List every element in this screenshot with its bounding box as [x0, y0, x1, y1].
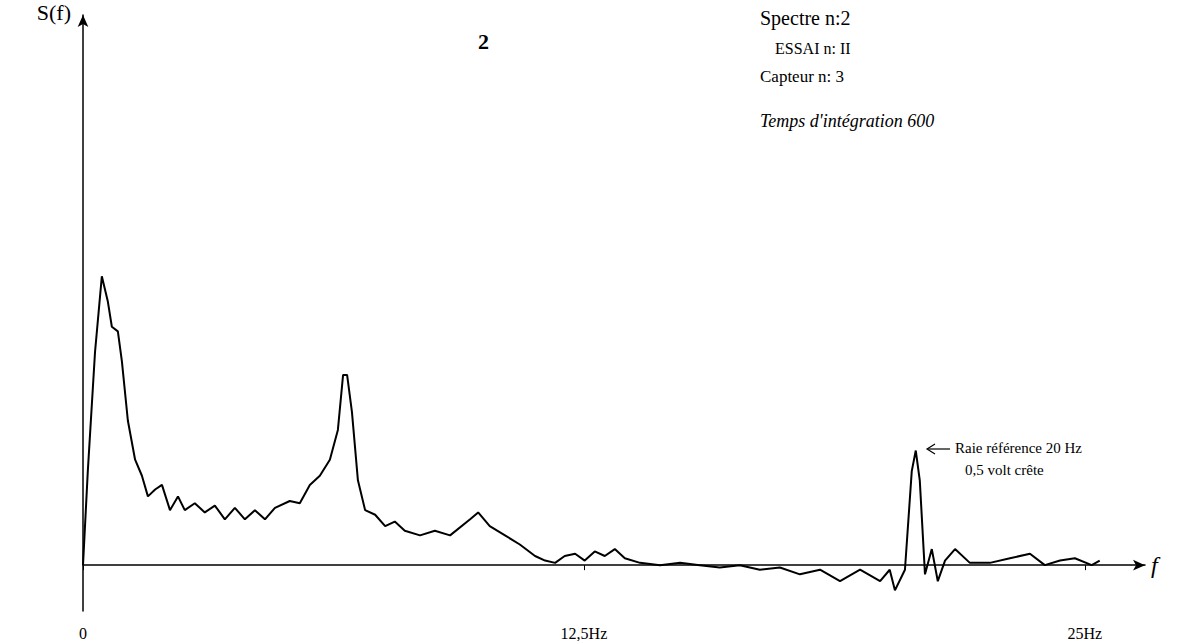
svg-text:Spectre n:2: Spectre n:2 — [760, 7, 851, 30]
svg-text:2: 2 — [478, 29, 489, 54]
svg-text:ESSAI n: II: ESSAI n: II — [775, 40, 851, 57]
svg-text:0: 0 — [79, 625, 87, 641]
svg-text:f: f — [1151, 552, 1161, 578]
svg-text:Temps d'intégration 600: Temps d'intégration 600 — [760, 111, 934, 131]
svg-text:S(f): S(f) — [37, 0, 71, 25]
svg-text:0,5 volt crête: 0,5 volt crête — [965, 462, 1044, 478]
svg-text:Raie référence 20 Hz: Raie référence 20 Hz — [955, 440, 1082, 456]
svg-text:Capteur n: 3: Capteur n: 3 — [760, 67, 844, 86]
svg-text:25Hz: 25Hz — [1068, 625, 1103, 641]
svg-text:12,5Hz: 12,5Hz — [561, 625, 608, 641]
